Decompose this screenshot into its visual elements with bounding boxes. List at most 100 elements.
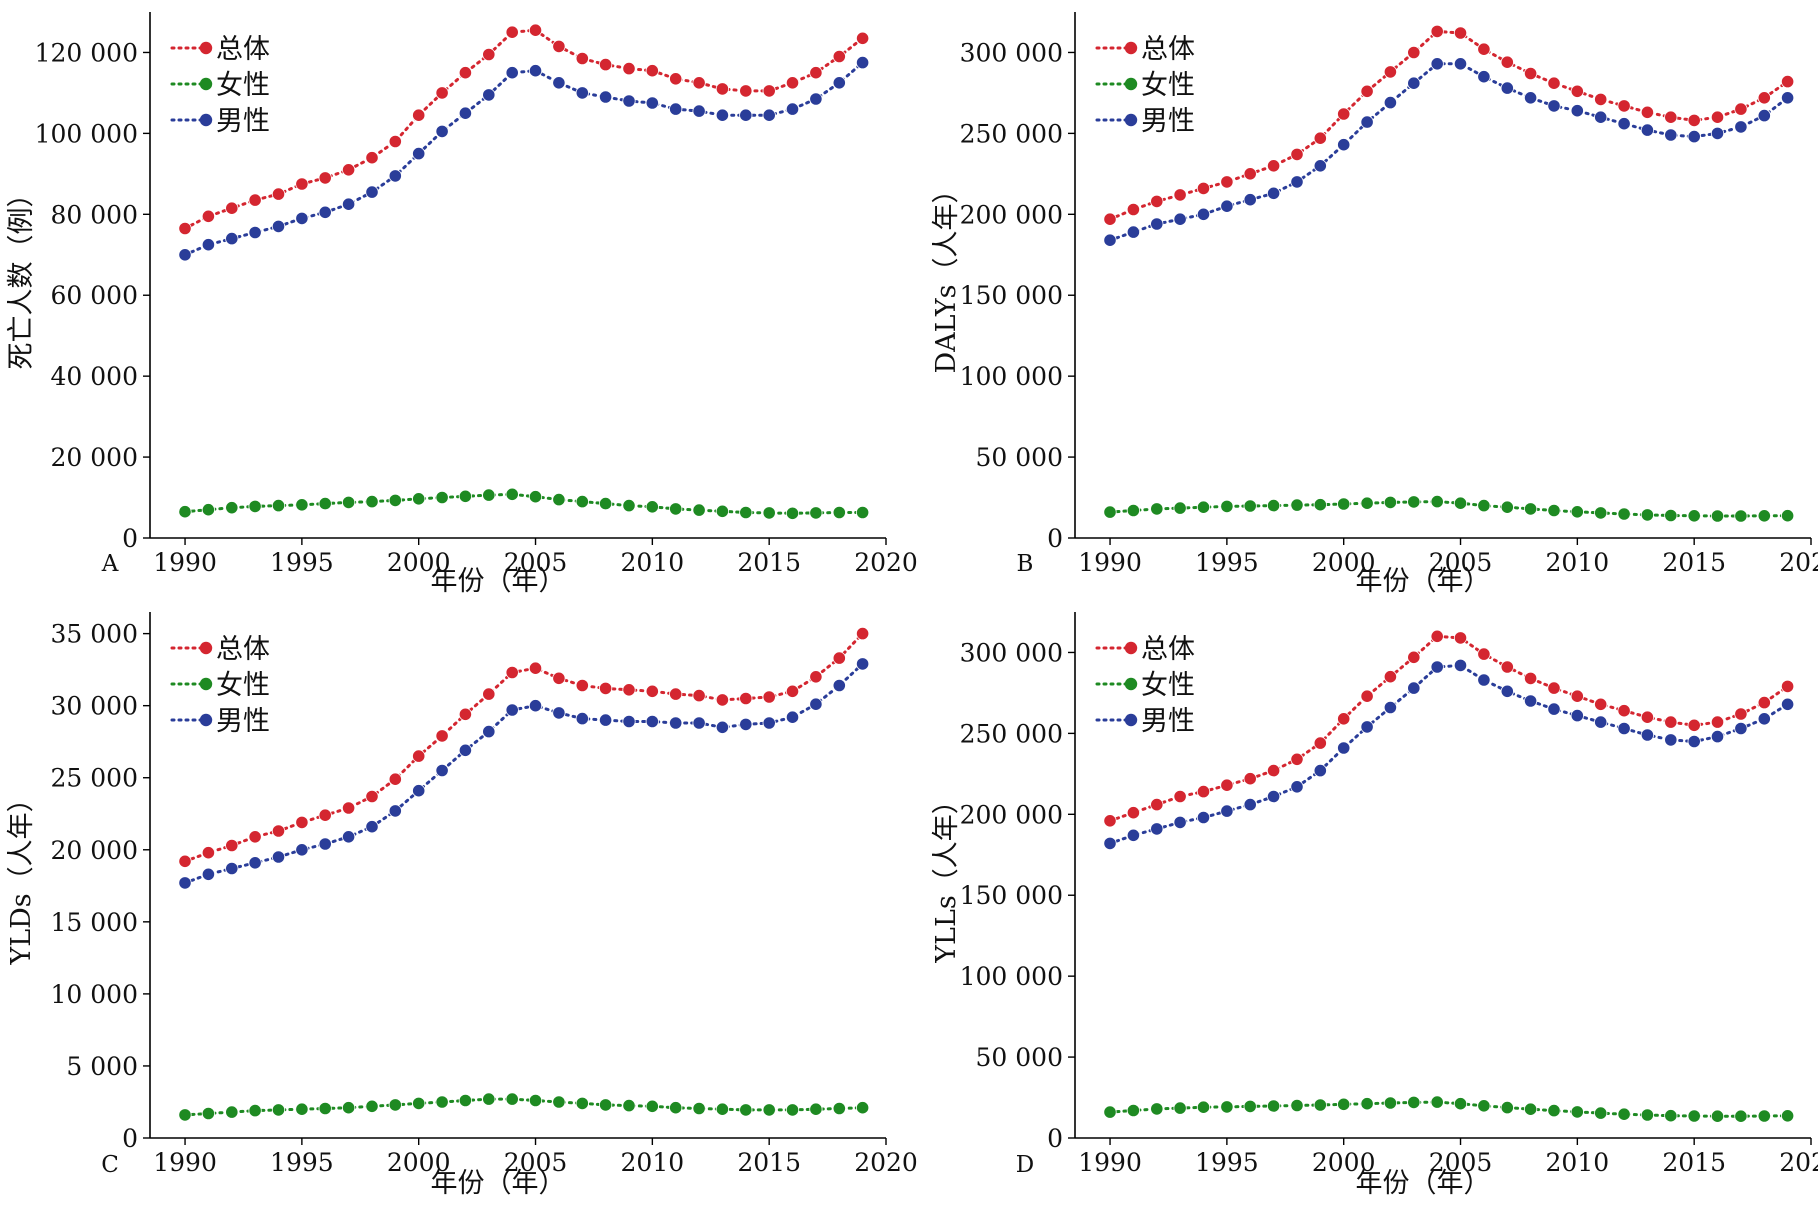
x-tick-label: 2015 <box>737 548 801 577</box>
data-point <box>341 495 356 509</box>
data-point <box>1524 91 1538 105</box>
data-point <box>1360 1097 1374 1111</box>
data-point <box>318 205 332 219</box>
data-point <box>1594 506 1608 520</box>
data-point <box>1243 193 1257 207</box>
data-point <box>1500 684 1514 698</box>
data-point <box>552 1095 566 1109</box>
data-point <box>1360 496 1374 510</box>
series-1 <box>1103 629 1795 828</box>
data-point <box>739 505 753 520</box>
data-point <box>1383 1096 1398 1110</box>
data-point <box>318 496 332 511</box>
data-point <box>341 1101 356 1115</box>
x-tick-label: 2010 <box>1546 1148 1610 1177</box>
legend-label: 总体 <box>216 634 270 665</box>
data-point <box>201 503 215 517</box>
data-point <box>1383 96 1398 110</box>
data-point <box>1477 1099 1491 1113</box>
legend-marker <box>199 113 213 127</box>
data-point <box>295 498 309 512</box>
data-point <box>1453 496 1468 510</box>
x-tick-label: 2000 <box>387 1148 451 1177</box>
data-point <box>692 76 706 90</box>
data-point <box>1734 120 1748 134</box>
data-point <box>1337 1097 1351 1111</box>
data-point <box>552 39 566 54</box>
data-point <box>785 1103 800 1117</box>
data-point <box>762 716 776 730</box>
data-point <box>692 503 706 517</box>
data-point <box>1407 76 1421 90</box>
x-tick-label: 2010 <box>1546 548 1610 577</box>
data-point <box>1173 212 1187 226</box>
x-tick-label: 2015 <box>1662 548 1726 577</box>
data-point <box>318 837 332 851</box>
series-1 <box>1103 24 1795 226</box>
data-point <box>809 92 823 106</box>
data-point <box>552 671 566 685</box>
data-point <box>1243 772 1257 786</box>
data-point <box>225 232 239 246</box>
data-point <box>1500 55 1514 69</box>
data-point <box>1500 500 1514 514</box>
data-point <box>692 104 706 118</box>
data-point <box>1430 57 1444 71</box>
series-line <box>183 1097 865 1117</box>
data-point <box>271 498 286 513</box>
y-tick-label: 100 000 <box>960 962 1063 991</box>
data-point <box>1267 498 1281 513</box>
series-3 <box>178 657 870 890</box>
y-tick-label: 40 000 <box>51 362 138 391</box>
data-point <box>1150 822 1164 836</box>
data-point <box>178 1108 192 1122</box>
data-point <box>645 500 659 514</box>
series-line <box>183 492 865 515</box>
legend-label: 男性 <box>216 706 270 737</box>
legend-marker <box>1124 641 1138 655</box>
chart-panel-b: 0 50 000 100 000 150 000 200 000 250 000 300 0… <box>931 12 1818 597</box>
data-point <box>295 815 309 830</box>
data-point <box>1524 66 1538 81</box>
series-line <box>183 632 865 863</box>
data-point <box>1500 660 1514 674</box>
legend-marker <box>1124 41 1138 55</box>
y-tick-label: 20 000 <box>51 836 138 865</box>
data-point <box>1757 91 1771 105</box>
data-point <box>1126 806 1141 820</box>
data-point <box>575 678 589 693</box>
data-point <box>1570 84 1584 98</box>
data-point <box>1664 128 1678 142</box>
data-point <box>645 64 659 78</box>
data-point <box>1477 498 1491 513</box>
data-point <box>1734 509 1748 523</box>
data-point <box>575 1096 589 1111</box>
data-point <box>1196 500 1211 514</box>
data-point <box>482 724 496 739</box>
data-point <box>1500 81 1514 95</box>
chart-panel-a: 0 20 000 40 000 60 000 80 000 100 000 120 000 1… <box>6 12 918 597</box>
data-point <box>575 711 589 726</box>
data-point <box>762 690 776 704</box>
data-point <box>295 177 309 191</box>
data-point <box>832 678 846 693</box>
data-point <box>1290 780 1304 794</box>
data-point <box>365 820 379 834</box>
data-point <box>1453 1097 1468 1111</box>
data-point <box>598 1098 613 1112</box>
series-3 <box>1103 658 1795 851</box>
data-point <box>1710 1109 1725 1123</box>
data-point <box>1547 702 1561 716</box>
data-point <box>1477 647 1491 661</box>
data-point <box>458 66 472 80</box>
data-point <box>1407 495 1421 509</box>
legend-marker <box>1124 713 1138 727</box>
data-point <box>739 108 753 122</box>
data-point <box>1407 1095 1421 1110</box>
data-point <box>645 714 659 729</box>
data-point <box>669 687 683 701</box>
data-point <box>739 84 753 98</box>
